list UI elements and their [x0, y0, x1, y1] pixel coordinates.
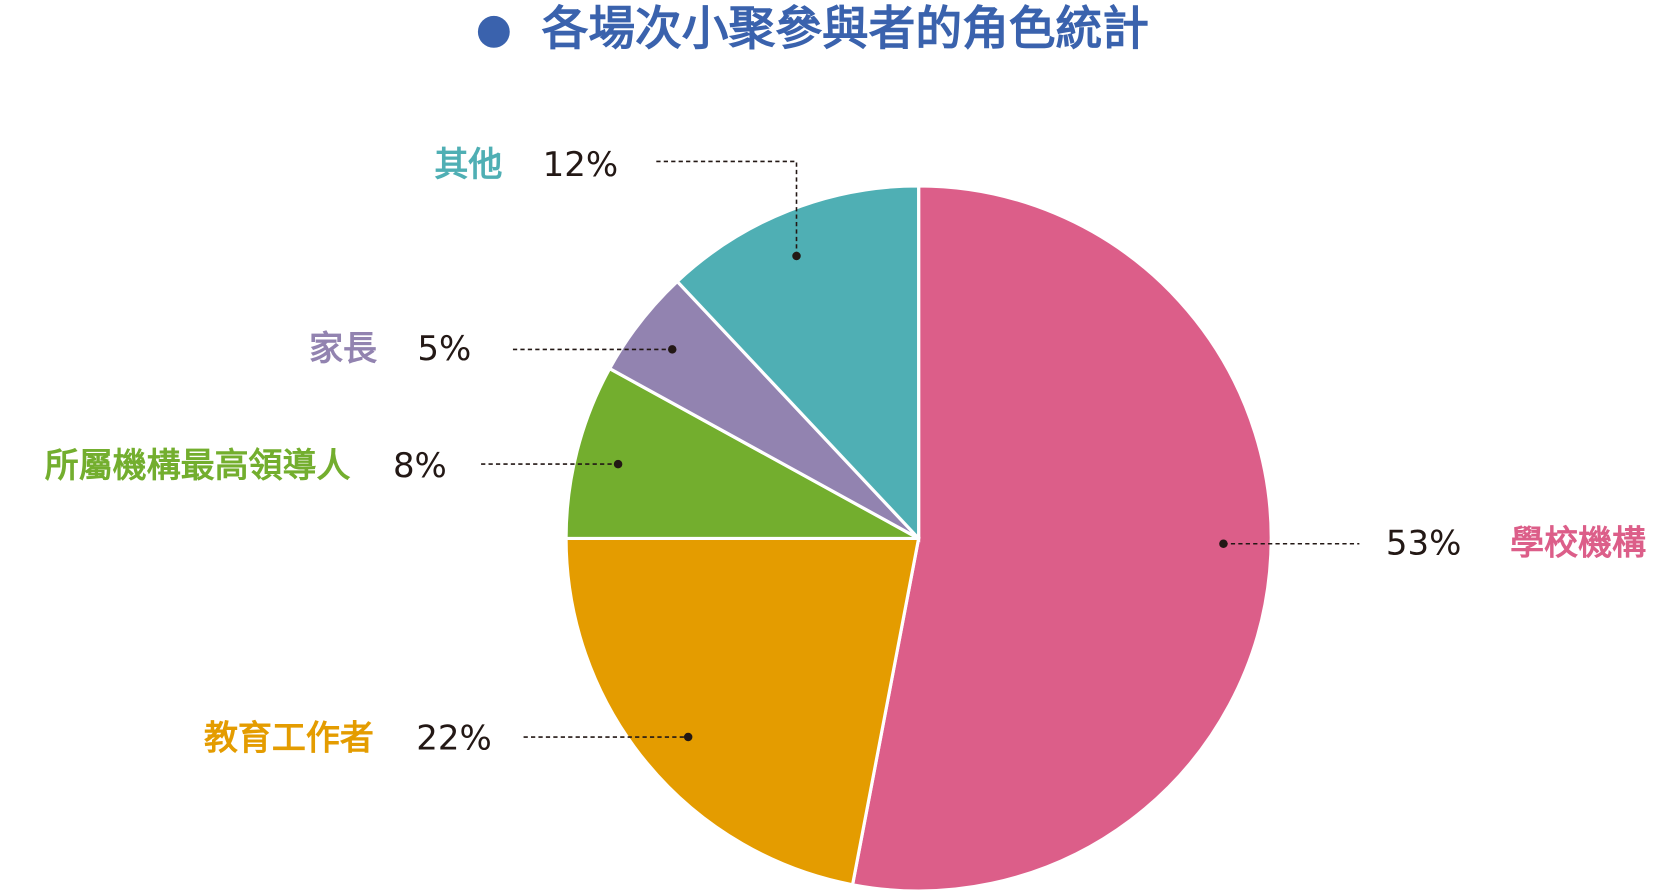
- leader-dot: [683, 732, 693, 742]
- slice-percent: 22%: [416, 719, 492, 759]
- slice-name: 其他: [434, 145, 502, 185]
- slice-name: 學校機構: [1510, 523, 1646, 563]
- pie-slice: [850, 184, 1273, 893]
- chart-title: 各場次小聚參與者的角色統計: [542, 2, 1149, 56]
- chart-body: 各場次小聚參與者的角色統計 學校機構 53% 教育工作者 22% 所屬機構最高領導人 8%…: [45, 2, 1646, 893]
- leader-line: [656, 160, 798, 256]
- slice-name: 家長: [309, 329, 378, 369]
- title-bullet: [477, 15, 510, 48]
- pie-slice: [675, 184, 921, 543]
- slice-percent: 12%: [543, 145, 619, 185]
- leader-dot: [1219, 539, 1228, 548]
- leader-dot: [792, 251, 801, 261]
- pie-slice: [564, 366, 920, 541]
- slice-percent: 5%: [417, 329, 471, 369]
- slice-percent: 53%: [1386, 523, 1462, 563]
- leader-dot: [613, 459, 623, 469]
- slice-name: 教育工作者: [204, 719, 374, 759]
- pie-slice: [564, 536, 921, 887]
- slice-name: 所屬機構最高領導人: [45, 446, 351, 486]
- leader-dot: [667, 345, 677, 354]
- slice-percent: 8%: [393, 446, 447, 486]
